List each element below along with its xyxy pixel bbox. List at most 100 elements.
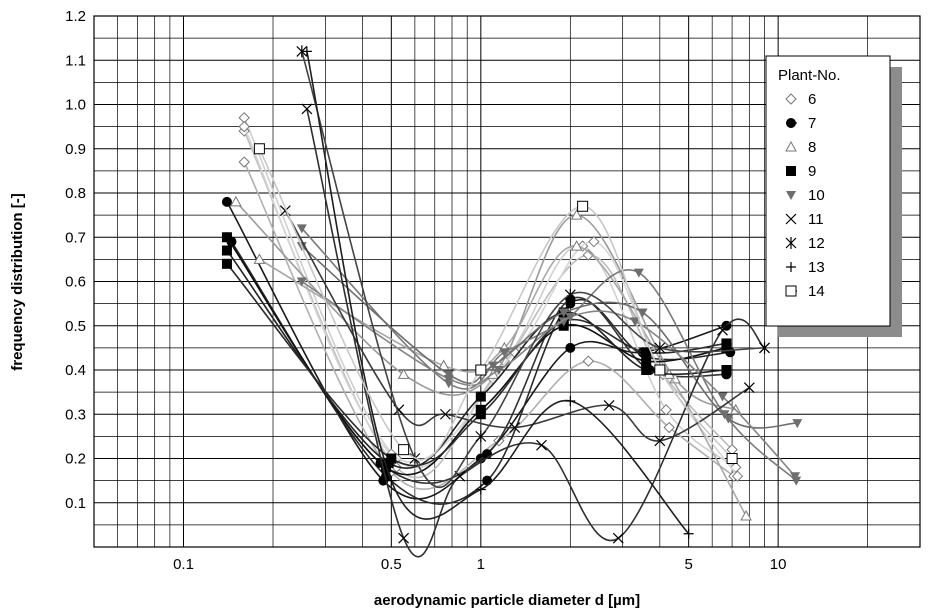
data-point bbox=[588, 235, 600, 248]
legend-marker bbox=[786, 166, 796, 176]
x-ticks: 0.1 0.5 1 5 10 bbox=[173, 556, 786, 573]
legend-item: 6 bbox=[785, 91, 816, 108]
y-tick-label: 0.9 bbox=[65, 141, 86, 158]
data-point bbox=[475, 409, 486, 420]
legend-item: 10 bbox=[786, 187, 825, 204]
series-13 bbox=[301, 46, 694, 539]
data-point bbox=[637, 308, 648, 318]
data-point bbox=[221, 258, 232, 269]
legend-marker bbox=[786, 118, 796, 128]
data-point bbox=[740, 509, 752, 521]
x-tick-label: 5 bbox=[684, 556, 692, 573]
y-tick-label: 1.1 bbox=[65, 52, 86, 69]
data-point bbox=[792, 419, 803, 429]
data-point bbox=[564, 288, 576, 301]
y-tick-label: 0.2 bbox=[65, 451, 86, 468]
data-point bbox=[791, 476, 802, 486]
y-ticks: 0.1 0.2 0.3 0.4 0.5 0.6 0.7 0.8 0.9 1.0 1.1 1.2 bbox=[65, 8, 86, 512]
legend-label: 6 bbox=[808, 91, 816, 108]
legend-item: 12 bbox=[785, 235, 825, 252]
data-point bbox=[759, 341, 770, 354]
data-point bbox=[475, 484, 486, 495]
series-line bbox=[258, 148, 733, 461]
series-6 bbox=[238, 156, 740, 490]
data-point bbox=[570, 209, 583, 220]
data-point bbox=[397, 368, 410, 379]
data-point bbox=[629, 317, 640, 327]
data-point bbox=[721, 365, 732, 375]
x-axis-title: aerodynamic particle diameter d [µm] bbox=[374, 592, 640, 609]
y-tick-label: 0.3 bbox=[65, 406, 86, 423]
y-tick-label: 0.5 bbox=[65, 318, 86, 335]
data-point bbox=[641, 347, 652, 358]
legend-marker bbox=[785, 285, 797, 297]
data-point bbox=[499, 348, 510, 358]
series-line bbox=[259, 245, 747, 517]
y-tick-label: 0.8 bbox=[65, 185, 86, 202]
data-point bbox=[582, 355, 595, 367]
legend-title: Plant-No. bbox=[778, 67, 841, 84]
data-point bbox=[558, 308, 569, 318]
y-tick-label: 0.7 bbox=[65, 229, 86, 246]
legend-marker bbox=[785, 140, 797, 152]
series-10 bbox=[296, 277, 801, 482]
data-point bbox=[721, 338, 732, 349]
data-point bbox=[654, 435, 666, 447]
x-tick-label: 1 bbox=[477, 556, 485, 573]
y-tick-label: 1.2 bbox=[65, 8, 86, 25]
data-point bbox=[663, 421, 675, 434]
series-12 bbox=[296, 45, 770, 489]
data-point bbox=[717, 324, 728, 336]
data-point bbox=[612, 532, 624, 544]
data-point bbox=[221, 196, 232, 207]
data-point bbox=[398, 444, 410, 456]
data-point bbox=[717, 392, 728, 402]
y-tick-label: 0.6 bbox=[65, 274, 86, 291]
data-point bbox=[743, 382, 755, 394]
data-point bbox=[654, 341, 666, 354]
data-point bbox=[253, 143, 265, 155]
data-point bbox=[723, 414, 734, 424]
data-point bbox=[493, 366, 504, 375]
data-point bbox=[301, 46, 312, 57]
y-tick-label: 0.4 bbox=[65, 362, 86, 379]
series-layer bbox=[221, 45, 803, 558]
legend-label: 12 bbox=[808, 235, 825, 252]
legend-item: 11 bbox=[785, 211, 824, 228]
legend-marker bbox=[785, 213, 797, 225]
y-tick-label: 1.0 bbox=[65, 97, 86, 114]
data-point bbox=[238, 156, 250, 168]
legend-label: 8 bbox=[808, 139, 816, 156]
data-point bbox=[221, 232, 232, 243]
data-point bbox=[565, 395, 576, 406]
y-tick-label: 0.1 bbox=[65, 495, 86, 512]
data-point bbox=[641, 365, 652, 375]
data-point bbox=[475, 430, 487, 443]
legend-item: 8 bbox=[785, 139, 816, 156]
data-point bbox=[654, 364, 666, 376]
data-point bbox=[221, 245, 232, 256]
data-point bbox=[482, 475, 493, 486]
legend-item: 7 bbox=[786, 115, 816, 132]
data-point bbox=[570, 240, 583, 251]
series-14 bbox=[253, 143, 738, 464]
data-point bbox=[386, 453, 397, 464]
data-point bbox=[565, 342, 576, 353]
legend: Plant-No. 6 7 8 9 10 11 12 13 14 bbox=[765, 55, 902, 337]
x-tick-label: 0.5 bbox=[381, 556, 402, 573]
series-line bbox=[301, 227, 797, 482]
legend-marker bbox=[785, 237, 797, 249]
data-point bbox=[296, 277, 307, 287]
legend-marker bbox=[785, 93, 797, 105]
data-point bbox=[398, 532, 410, 544]
data-point bbox=[558, 317, 569, 327]
legend-label: 9 bbox=[808, 163, 816, 180]
data-point bbox=[731, 470, 744, 482]
data-point bbox=[386, 475, 397, 486]
data-point bbox=[603, 399, 615, 411]
data-point bbox=[565, 312, 576, 322]
data-point bbox=[509, 422, 521, 433]
data-point bbox=[296, 45, 308, 58]
legend-label: 13 bbox=[808, 259, 825, 276]
